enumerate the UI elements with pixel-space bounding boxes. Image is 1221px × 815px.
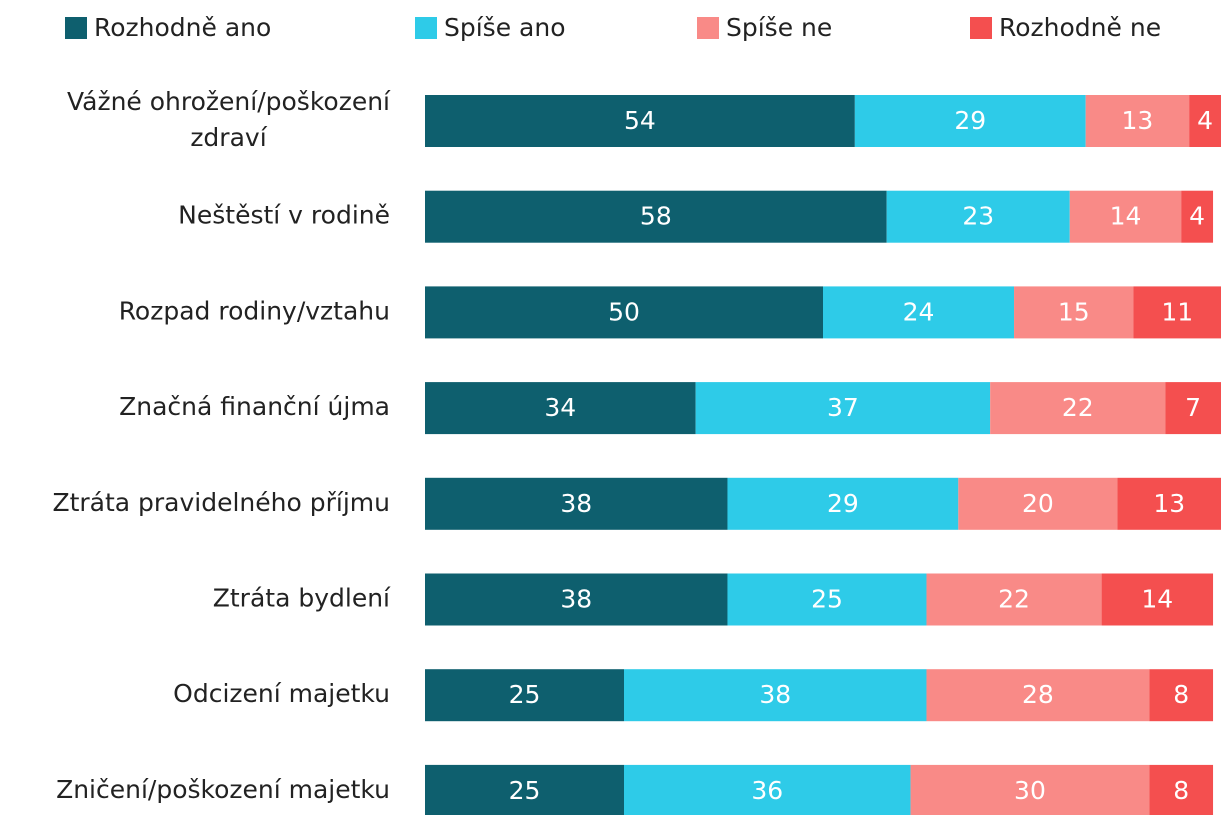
bar-segment <box>1117 477 1221 530</box>
bar-segment <box>1101 573 1214 626</box>
category-label: Vážné ohrožení/poškození zdraví <box>67 87 391 152</box>
category-label: Ztráta pravidelného příjmu <box>52 488 390 517</box>
data-label: 38 <box>560 489 592 518</box>
legend-label: Rozhodně ne <box>999 13 1161 42</box>
legend-label: Rozhodně ano <box>94 13 271 42</box>
bar-segment <box>1181 190 1214 243</box>
data-label: 36 <box>751 776 783 805</box>
data-label: 50 <box>608 297 640 326</box>
bar-segment <box>1149 764 1214 815</box>
bar-segment <box>624 669 927 722</box>
bar-segment <box>910 764 1150 815</box>
bar-segment <box>886 190 1070 243</box>
bar-segment <box>1069 190 1182 243</box>
bar-segment <box>425 382 696 435</box>
bar-segment <box>1165 382 1221 435</box>
category-label: Neštěstí v rodině <box>178 201 390 230</box>
data-label: 4 <box>1189 202 1205 231</box>
data-label: 7 <box>1185 393 1201 422</box>
bar-segment <box>425 764 624 815</box>
data-label: 14 <box>1141 585 1173 614</box>
category-label: Zničení/poškození majetku <box>56 775 390 804</box>
data-label: 34 <box>544 393 576 422</box>
data-label: 29 <box>954 106 986 135</box>
bar-segment <box>727 477 959 530</box>
bar-segment <box>695 382 991 435</box>
bar-segment <box>624 764 911 815</box>
category-label: Odcizení majetku <box>173 679 390 708</box>
bar-segment <box>958 477 1118 530</box>
data-label: 38 <box>759 680 791 709</box>
category-label: Rozpad rodiny/vztahu <box>119 296 390 325</box>
legend-swatch <box>697 17 719 39</box>
legend-label: Spíše ano <box>444 13 566 42</box>
bar-segment <box>425 669 624 722</box>
bar-segment <box>425 95 855 147</box>
bar-segment <box>425 573 728 626</box>
data-label: 25 <box>509 776 541 805</box>
data-label: 13 <box>1122 106 1154 135</box>
data-label: 8 <box>1173 680 1189 709</box>
label-line: zdraví <box>190 123 267 152</box>
data-label: 54 <box>624 106 656 135</box>
legend-swatch <box>415 17 437 39</box>
bar-segment <box>926 573 1102 626</box>
bar-segment <box>425 286 823 339</box>
data-label: 30 <box>1014 776 1046 805</box>
legend-swatch <box>970 17 992 39</box>
data-label: 14 <box>1110 202 1142 231</box>
data-label: 15 <box>1058 297 1090 326</box>
label-line: Vážné ohrožení/poškození <box>67 87 391 116</box>
bar-segment <box>823 286 1015 339</box>
data-label: 58 <box>640 202 672 231</box>
bar-segment <box>1014 286 1134 339</box>
data-label: 20 <box>1022 489 1054 518</box>
data-label: 22 <box>1062 393 1094 422</box>
data-label: 37 <box>827 393 859 422</box>
legend-swatch <box>65 17 87 39</box>
data-label: 23 <box>962 202 994 231</box>
data-label: 11 <box>1161 297 1193 326</box>
bar-segment <box>1133 286 1221 339</box>
bar-segment <box>926 669 1150 722</box>
bar-segment <box>727 573 927 626</box>
data-label: 29 <box>827 489 859 518</box>
bar-segment <box>854 95 1086 147</box>
bar-segment <box>990 382 1166 435</box>
bar-segment <box>1189 95 1221 147</box>
bar-segment <box>425 190 887 243</box>
bar-segment <box>425 477 728 530</box>
data-label: 4 <box>1197 106 1213 135</box>
category-label: Ztráta bydlení <box>213 584 391 613</box>
legend-label: Spíše ne <box>726 13 832 42</box>
bar-segment <box>1149 669 1214 722</box>
data-label: 24 <box>903 297 935 326</box>
data-label: 22 <box>998 585 1030 614</box>
data-label: 25 <box>509 680 541 709</box>
data-label: 38 <box>560 585 592 614</box>
category-label: Značná finanční újma <box>119 392 390 421</box>
bar-segment <box>1085 95 1190 147</box>
data-label: 28 <box>1022 680 1054 709</box>
data-label: 8 <box>1173 776 1189 805</box>
data-label: 13 <box>1153 489 1185 518</box>
data-label: 25 <box>811 585 843 614</box>
